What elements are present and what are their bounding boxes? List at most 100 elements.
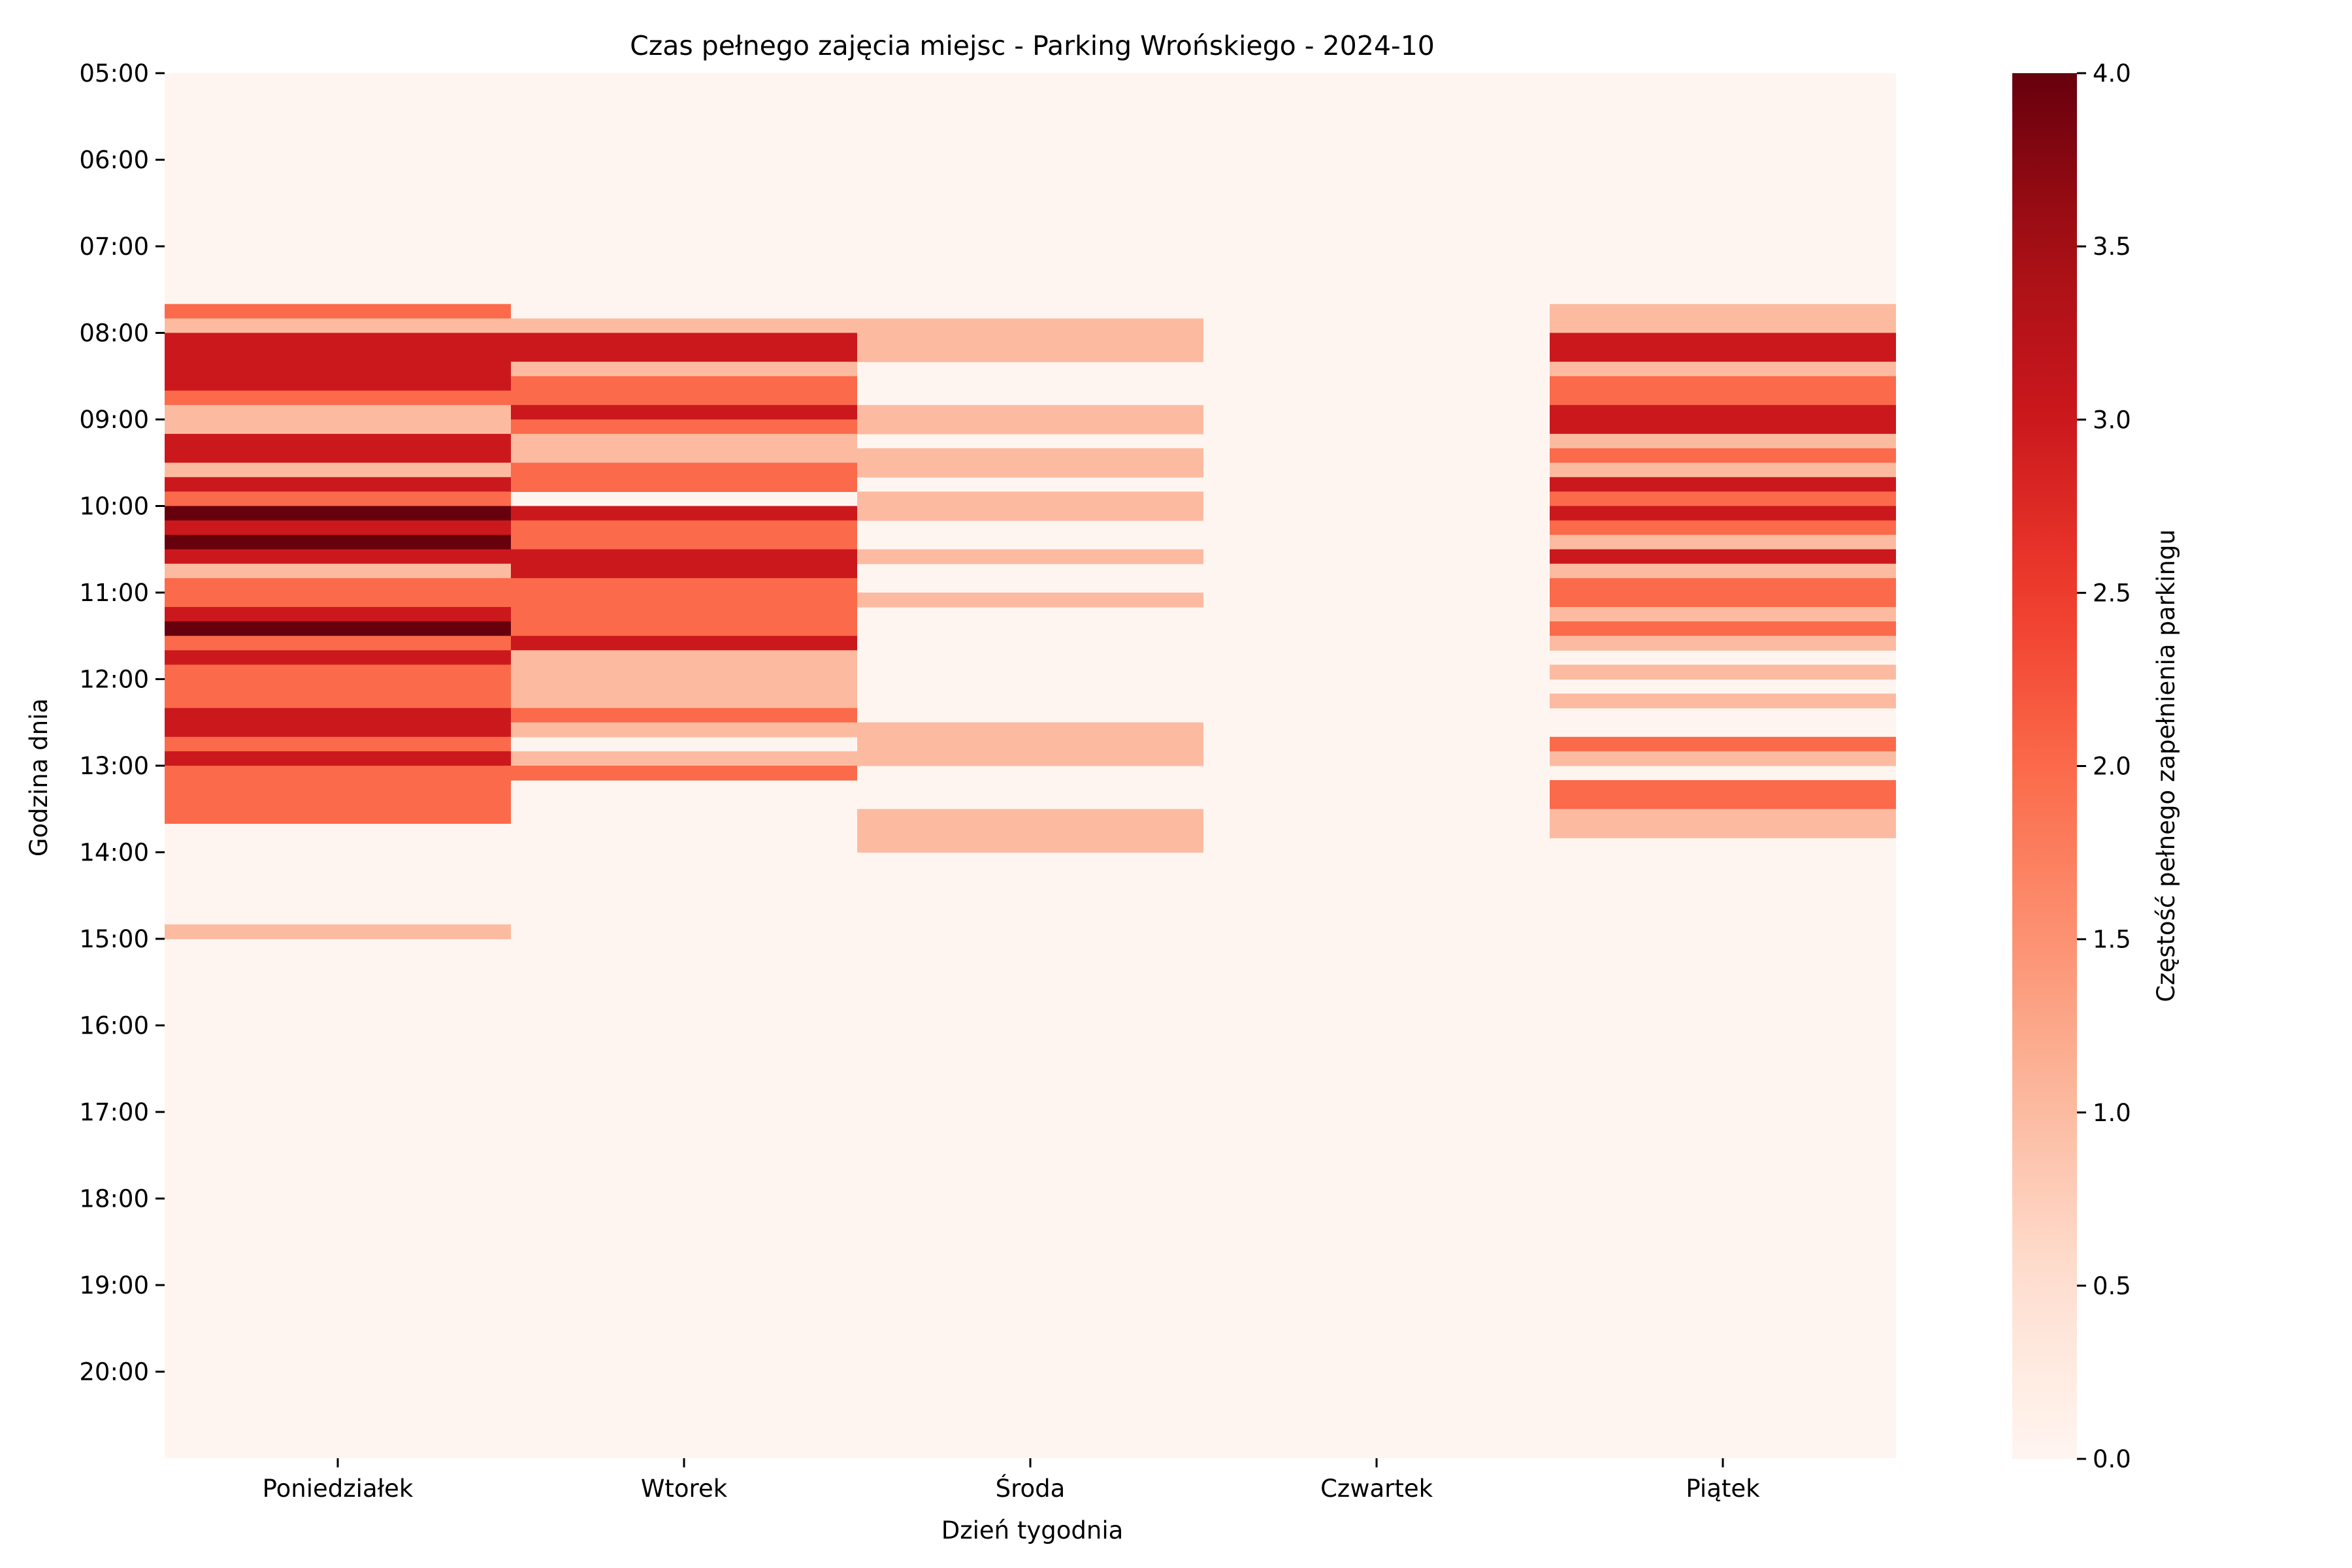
heatmap-cell xyxy=(1550,534,1896,550)
heatmap-cell xyxy=(857,491,1203,507)
heatmap-cell xyxy=(165,491,511,507)
heatmap-cell xyxy=(1550,318,1896,334)
heatmap-cell xyxy=(1550,304,1896,319)
heatmap-cell xyxy=(1550,636,1896,651)
y-tick-label: 16:00 xyxy=(79,1011,149,1039)
heatmap-cell xyxy=(165,333,511,348)
heatmap-cell xyxy=(511,376,857,391)
heatmap-cell xyxy=(1550,361,1896,377)
x-axis-label: Dzień tygodnia xyxy=(941,1516,1124,1544)
x-tick-label: Piątek xyxy=(1686,1475,1760,1503)
y-tick-label: 19:00 xyxy=(79,1271,149,1299)
heatmap-cell xyxy=(857,736,1203,752)
heatmap-cell xyxy=(165,361,511,377)
heatmap-cell xyxy=(165,376,511,391)
heatmap-cell xyxy=(511,361,857,377)
heatmap-cell xyxy=(511,463,857,478)
colorbar-tick-label: 0.5 xyxy=(2093,1272,2131,1300)
heatmap-cell xyxy=(1550,390,1896,406)
heatmap-cell xyxy=(511,448,857,463)
heatmap-cell xyxy=(857,463,1203,478)
heatmap-cell xyxy=(165,809,511,824)
heatmap-cell xyxy=(511,708,857,723)
heatmap-cell xyxy=(857,751,1203,766)
heatmap-cell xyxy=(857,823,1203,838)
heatmap-cell xyxy=(165,765,511,781)
heatmap-cell xyxy=(1550,419,1896,434)
heatmap-cell xyxy=(511,333,857,348)
heatmap-cell xyxy=(165,477,511,492)
y-tick-label: 07:00 xyxy=(79,233,149,261)
y-tick-label: 12:00 xyxy=(79,665,149,693)
y-tick-label: 13:00 xyxy=(79,752,149,780)
y-tick-label: 08:00 xyxy=(79,319,149,347)
heatmap-cell xyxy=(165,780,511,795)
y-axis: 05:00 06:00 07:00 08:00 09:00 10:00 11:00 12:00… xyxy=(79,59,165,1386)
heatmap-cell xyxy=(1550,463,1896,478)
heatmap-cell xyxy=(511,765,857,781)
heatmap-cell xyxy=(165,520,511,536)
y-tick-label: 05:00 xyxy=(79,59,149,88)
heatmap-cell xyxy=(511,650,857,665)
heatmap-cell xyxy=(511,664,857,680)
colorbar-label: Częstość pełnego zapełnienia parkingu xyxy=(2152,529,2180,1002)
heatmap-cell xyxy=(1550,794,1896,809)
x-axis: Poniedziałek Wtorek Środa Czwartek Piątek xyxy=(263,1458,1760,1503)
heatmap-cell xyxy=(1550,621,1896,636)
heatmap-cell xyxy=(165,448,511,463)
heatmap-cell xyxy=(1550,506,1896,521)
heatmap-cell xyxy=(165,563,511,579)
heatmap-cell xyxy=(165,636,511,651)
heatmap-cell xyxy=(1550,693,1896,709)
heatmap-cell xyxy=(165,347,511,363)
x-tick-label: Czwartek xyxy=(1320,1475,1433,1503)
heatmap-cell xyxy=(165,592,511,608)
y-tick-label: 09:00 xyxy=(79,406,149,434)
heatmap-cell xyxy=(165,722,511,738)
heatmap-cell xyxy=(857,347,1203,363)
heatmap-cell xyxy=(511,549,857,564)
heatmap-cell xyxy=(857,506,1203,521)
colorbar xyxy=(2012,73,2077,1459)
colorbar-tick-label: 4.0 xyxy=(2093,59,2131,88)
heatmap-cell xyxy=(857,448,1203,463)
heatmap-cell xyxy=(165,607,511,622)
heatmap-cell xyxy=(1550,809,1896,824)
heatmap-cell xyxy=(165,434,511,449)
heatmap-cell xyxy=(857,809,1203,824)
colorbar-tick-label: 3.0 xyxy=(2093,406,2131,434)
heatmap-cell xyxy=(511,506,857,521)
heatmap-cell xyxy=(1550,823,1896,838)
heatmap-cell xyxy=(165,693,511,709)
heatmap-cell xyxy=(165,794,511,809)
heatmap-cell xyxy=(511,347,857,363)
heatmap-cell xyxy=(1550,592,1896,608)
heatmap-cell xyxy=(511,477,857,492)
colorbar-tick-label: 3.5 xyxy=(2093,233,2131,261)
heatmap-cell xyxy=(1550,347,1896,363)
heatmap-cell xyxy=(857,838,1203,853)
colorbar-tick-label: 1.5 xyxy=(2093,926,2131,954)
heatmap-cell xyxy=(511,419,857,434)
heatmap-cell xyxy=(1550,549,1896,564)
y-tick-label: 10:00 xyxy=(79,492,149,520)
heatmap-column-bg xyxy=(1203,73,1550,1458)
heatmap-cell xyxy=(511,520,857,536)
heatmap-cell xyxy=(857,592,1203,608)
heatmap-cell xyxy=(165,534,511,550)
heatmap-cell xyxy=(857,549,1203,564)
heatmap-cell xyxy=(511,607,857,622)
heatmap-cell xyxy=(165,419,511,434)
y-tick-label: 20:00 xyxy=(79,1358,149,1386)
heatmap-cell xyxy=(1550,448,1896,463)
heatmap-cell xyxy=(1550,751,1896,766)
chart-title: Czas pełnego zajęcia miejsc - Parking Wr… xyxy=(630,30,1435,61)
heatmap-cell xyxy=(165,578,511,593)
heatmap-cell xyxy=(1550,376,1896,391)
heatmap-cell xyxy=(1550,520,1896,536)
heatmap-cell xyxy=(165,708,511,723)
heatmap-cell xyxy=(165,549,511,564)
heatmap-cell xyxy=(1550,780,1896,795)
heatmap-cell xyxy=(511,534,857,550)
